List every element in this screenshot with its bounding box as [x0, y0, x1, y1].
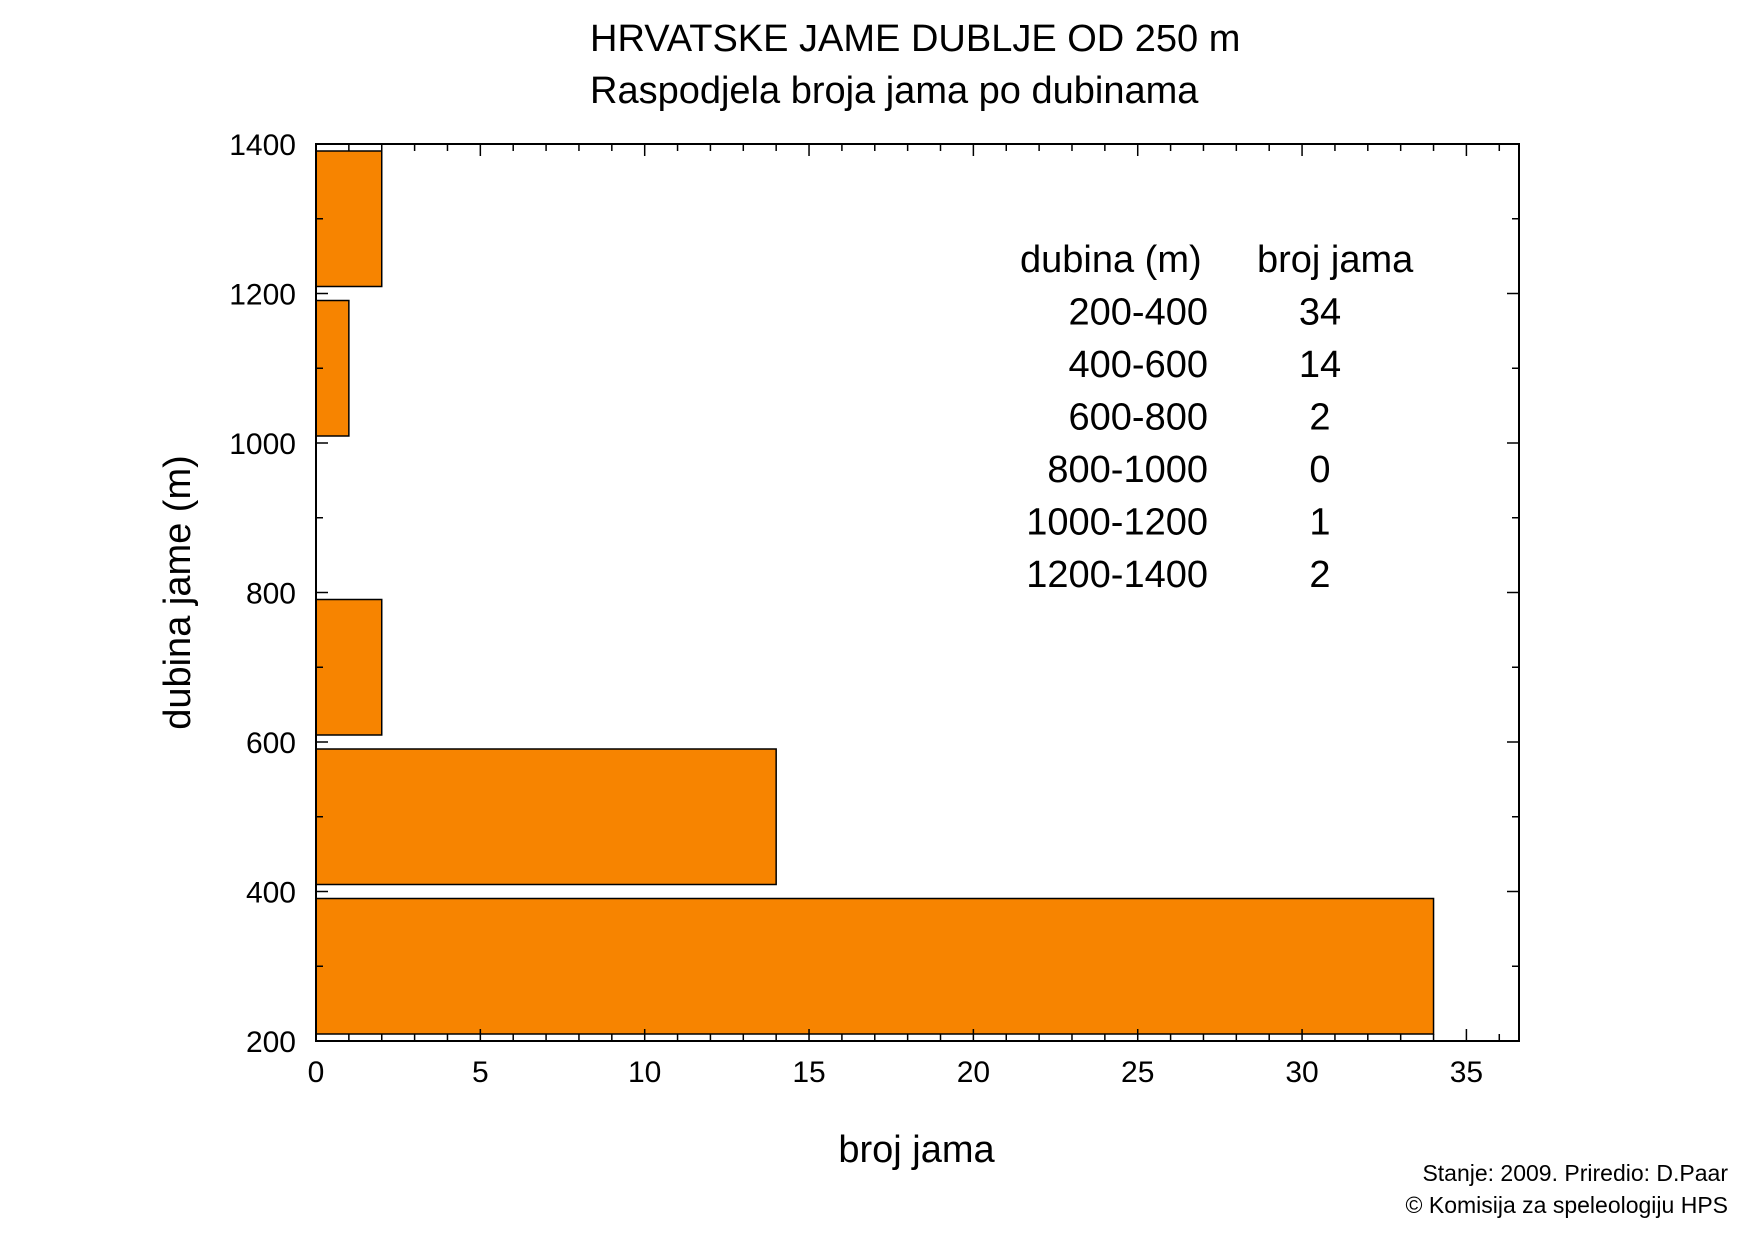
- table-cell-count: 34: [1299, 292, 1341, 334]
- x-tick-label: 25: [1121, 1056, 1154, 1089]
- y-tick-label: 1400: [229, 129, 296, 162]
- y-tick-label: 600: [246, 727, 296, 760]
- credit-line-1: Stanje: 2009. Priredio: D.Paar: [1422, 1160, 1728, 1186]
- table-cell-count: 2: [1309, 397, 1330, 439]
- bar-200-400: [315, 897, 1435, 1035]
- bar-600-800: [315, 598, 383, 736]
- table-cell-count: 1: [1309, 502, 1330, 544]
- x-tick-label: 5: [472, 1056, 489, 1089]
- x-tick-label: 20: [957, 1056, 990, 1089]
- x-tick-label: 0: [308, 1056, 325, 1089]
- bar-400-600: [315, 748, 777, 886]
- bar-1200-1400: [315, 150, 383, 288]
- table-cell-count: 0: [1309, 449, 1330, 491]
- x-tick-label: 30: [1285, 1056, 1318, 1089]
- x-tick-label: 35: [1450, 1056, 1483, 1089]
- y-axis-label: dubina jame (m): [157, 455, 199, 730]
- x-tick-label: 10: [628, 1056, 661, 1089]
- x-tick-label: 15: [792, 1056, 825, 1089]
- table-cell-depth: 1000-1200: [1026, 502, 1208, 544]
- table-cell-depth: 800-1000: [1047, 449, 1208, 491]
- y-tick-label: 400: [246, 877, 296, 910]
- credit-line-2: © Komisija za speleologiju HPS: [1405, 1192, 1728, 1218]
- table-header-depth: dubina (m): [1020, 239, 1202, 281]
- table-cell-count: 14: [1299, 344, 1341, 386]
- table-cell-depth: 400-600: [1069, 344, 1208, 386]
- table-cell-depth: 200-400: [1069, 292, 1208, 334]
- x-axis-label: broj jama: [838, 1129, 995, 1171]
- table-cell-depth: 1200-1400: [1026, 554, 1208, 596]
- y-tick-label: 1000: [229, 428, 296, 461]
- table-cell-depth: 600-800: [1069, 397, 1208, 439]
- table-cell-count: 2: [1309, 554, 1330, 596]
- y-tick-label: 200: [246, 1026, 296, 1059]
- chart-subtitle: Raspodjela broja jama po dubinama: [590, 70, 1199, 112]
- y-tick-label: 1200: [229, 279, 296, 312]
- chart-title: HRVATSKE JAME DUBLJE OD 250 m: [590, 18, 1241, 60]
- y-tick-label: 800: [246, 578, 296, 611]
- table-header-count: broj jama: [1257, 239, 1414, 281]
